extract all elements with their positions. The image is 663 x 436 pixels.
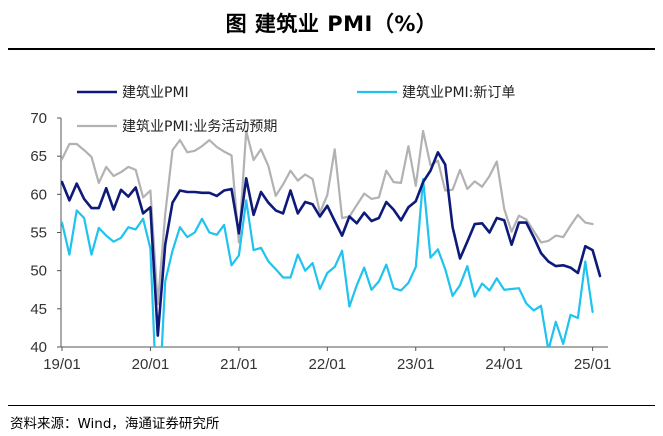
y-tick-label: 40	[30, 339, 47, 356]
source-note: 资料来源：Wind，海通证券研究所	[10, 416, 220, 432]
source-rule	[8, 405, 655, 406]
y-tick-label: 65	[30, 148, 47, 165]
x-tick-label: 21/01	[220, 356, 258, 373]
y-tick-label: 45	[30, 301, 47, 318]
legend-item-construction-pmi-label: 建筑业PMI	[122, 85, 189, 101]
series-layer	[61, 129, 602, 347]
y-tick-label: 60	[30, 186, 47, 203]
y-tick-label: 50	[30, 263, 47, 280]
y-tick-label: 55	[30, 225, 47, 242]
x-tick-label: 23/01	[397, 356, 435, 373]
series-line-construction-pmi	[61, 151, 602, 337]
line-chart: 40 45 50 55 60 65 70 19/01 20/01 21/01 22/01 23/01 2…	[30, 85, 611, 373]
x-tick-label: 20/01	[132, 356, 170, 373]
legend-item-business-expectation-label: 建筑业PMI:业务活动预期	[122, 119, 277, 135]
legend-item-new-orders-label: 建筑业PMI:新订单	[402, 85, 515, 101]
x-tick-label: 19/01	[43, 356, 81, 373]
x-tick-label: 22/01	[309, 356, 347, 373]
title-rule	[8, 48, 655, 50]
y-tick-label: 70	[30, 110, 47, 127]
axes: 40 45 50 55 60 65 70 19/01 20/01 21/01 22/01 23/01 2…	[30, 110, 611, 373]
series-line-new-orders	[61, 178, 594, 347]
x-tick-label: 25/01	[574, 356, 612, 373]
chart-title: 图 建筑业 PMI（%）	[225, 12, 438, 36]
series-line-business-expectation	[61, 129, 594, 306]
x-tick-label: 24/01	[485, 356, 523, 373]
